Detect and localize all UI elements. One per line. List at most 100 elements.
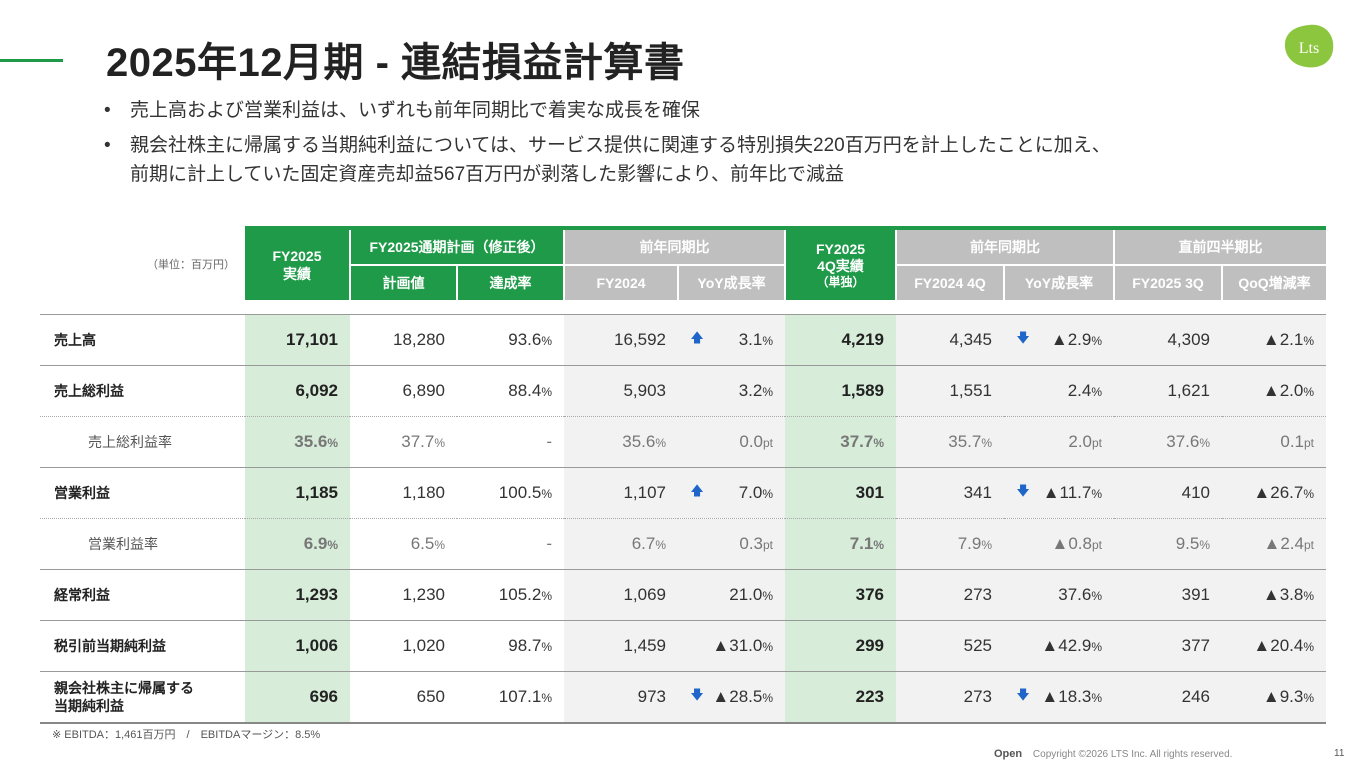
cell-unit: % [655,538,667,552]
cell-value: 273 [963,687,993,706]
cell-value: ▲9.3 [1262,687,1304,706]
cell-value: 2.0 [1068,432,1092,451]
arrow-down-icon: 🡇 [1016,331,1030,346]
header-qoq-change: QoQ増減率 [1221,264,1327,300]
cell-unit: % [541,589,553,603]
cell-unit: % [873,538,885,552]
arrow-up-icon: 🡅 [690,484,704,499]
cell-unit: % [1091,334,1103,348]
cell-achievement: 105.2% [457,569,565,621]
cell-value: 1,020 [402,636,445,655]
cell-q4-actual: 1,589 [785,365,897,417]
cell-q4-yoy-growth: 🡇 ▲2.9% [1004,314,1115,366]
cell-q4-yoy-growth: ▲42.9% [1004,620,1115,672]
cell-fy2025-3q: 1,621 [1114,365,1223,417]
cell-value: ▲26.7 [1253,483,1304,502]
cell-value: 525 [963,636,993,655]
cell-value: ▲0.8 [1051,534,1092,553]
header-plan-value: 計画値 [349,264,457,300]
cell-q4-yoy-growth: 🡇 ▲11.7% [1004,467,1115,519]
cell-value: 105.2 [498,585,542,604]
cell-value: ▲3.8 [1262,585,1304,604]
bullet-text: 売上高および営業利益は、いずれも前年同期比で着実な成長を確保 [130,100,701,121]
cell-q4-actual: 4,219 [785,314,897,366]
header-yoy-growth: YoY成長率 [677,264,786,300]
cell-value: 4,309 [1167,330,1211,349]
cell-qoq-change: ▲26.7% [1222,467,1327,519]
cell-value: 1,230 [402,585,445,604]
cell-value: 17,101 [286,330,338,349]
cell-value: 5,903 [623,381,667,400]
cell-q4-yoy-growth: 2.0pt [1004,416,1115,468]
cell-value: 9.5 [1175,534,1200,553]
cell-value: 37.7 [401,432,435,451]
cell-yoy-growth: 0.3pt [678,518,786,570]
cell-unit: % [1091,691,1103,705]
cell-unit: % [1303,385,1315,399]
cell-unit: % [655,436,667,450]
cell-unit: pt [1092,436,1103,450]
cell-fy2025-3q: 377 [1114,620,1223,672]
header-qoq-group: 直前四半期比 [1113,226,1327,265]
cell-fy2025-actual: 17,101 [245,314,350,366]
cell-value: 1,551 [949,381,993,400]
cell-fy2025-3q: 9.5% [1114,518,1223,570]
income-statement-table: （単位：百万円） FY2025 実績 FY2025通期計画（修正後） 前年同期比… [40,226,1327,724]
cell-unit: % [1199,436,1211,450]
cell-achievement: 93.6% [457,314,565,366]
table-row: 売上高 17,101 18,280 93.6% 16,592 🡅 3.1% 4,219 4,34… [40,314,1327,366]
cell-fy2025-actual: 1,185 [245,467,350,519]
cell-fy2025-3q: 246 [1114,671,1223,724]
cell-unit: % [1091,487,1103,501]
cell-qoq-change: ▲2.4pt [1222,518,1327,570]
cell-q4-yoy-growth: ▲0.8pt [1004,518,1115,570]
cell-unit: pt [1092,538,1103,552]
header-plan-group: FY2025通期計画（修正後） [348,226,565,265]
cell-unit: % [1303,589,1315,603]
cell-unit: % [1199,538,1211,552]
table-row: 親会社株主に帰属する 当期純利益 696 650 107.1% 973 🡇 ▲28.5% 22… [40,671,1327,724]
cell-fy2024-4q: 273 [896,569,1005,621]
cell-fy2025-actual: 35.6% [245,416,350,468]
cell-fy2024-4q: 1,551 [896,365,1005,417]
cell-achievement: - [457,518,565,570]
cell-unit: % [762,487,774,501]
row-label: 営業利益率 [40,518,245,570]
row-label: 営業利益 [40,467,245,519]
cell-value: 1,589 [841,381,885,400]
cell-value: 93.6 [508,330,542,349]
cell-fy2024-4q: 525 [896,620,1005,672]
cell-value: 107.1 [498,687,542,706]
cell-yoy-growth: 🡅 7.0% [678,467,786,519]
cell-value: 6.9 [303,534,328,553]
summary-bullets: 売上高および営業利益は、いずれも前年同期比で着実な成長を確保 親会社株主に帰属す… [104,96,1334,195]
cell-value: ▲31.0 [712,636,763,655]
cell-value: 6,890 [402,381,445,400]
arrow-down-icon: 🡇 [690,688,704,703]
header-fy2025-3q: FY2025 3Q [1113,264,1223,300]
cell-value: 1,185 [295,483,338,502]
header-fy2025-actual-text: FY2025 実績 [272,248,322,282]
row-label: 売上総利益率 [40,416,245,468]
cell-value: 1,293 [295,585,338,604]
cell-value: 88.4 [508,381,542,400]
page-title: 2025年12月期 - 連結損益計算書 [106,41,685,85]
cell-value: ▲2.0 [1262,381,1304,400]
cell-fy2024-4q: 7.9% [896,518,1005,570]
cell-fy2024-4q: 273 [896,671,1005,724]
header-q4-actual: FY2025 4Q実績 （単独） [784,226,897,300]
cell-unit: % [1303,487,1315,501]
header-q4-actual-line1: FY2025 [815,240,866,257]
cell-unit: pt [1304,436,1315,450]
arrow-up-icon: 🡅 [690,331,704,346]
cell-unit: % [541,334,553,348]
cell-value: 973 [637,687,667,706]
cell-plan-value: 1,230 [350,569,457,621]
cell-fy2025-actual: 6.9% [245,518,350,570]
cell-fy2025-3q: 391 [1114,569,1223,621]
table-row: 営業利益率 6.9% 6.5% -6.7% 0.3pt 7.1% 7.9% ▲0.8pt 9.5… [40,518,1327,570]
cell-value: 35.7 [948,432,982,451]
cell-value: 301 [855,483,885,502]
cell-achievement: 88.4% [457,365,565,417]
bullet-text: 親会社株主に帰属する当期純利益については、サービス提供に関連する特別損失220百… [130,135,1111,156]
